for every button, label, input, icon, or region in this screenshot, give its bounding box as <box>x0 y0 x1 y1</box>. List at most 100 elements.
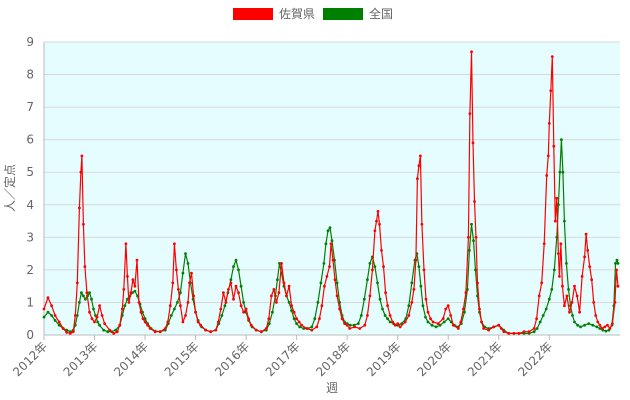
data-point[interactable] <box>122 288 126 291</box>
data-point[interactable] <box>163 327 167 330</box>
data-point[interactable] <box>407 314 411 317</box>
data-point[interactable] <box>108 328 112 332</box>
data-point[interactable] <box>410 281 414 285</box>
data-point[interactable] <box>426 310 430 314</box>
data-point[interactable] <box>576 323 579 327</box>
data-point[interactable] <box>329 242 333 246</box>
data-point[interactable] <box>378 297 382 301</box>
data-point[interactable] <box>216 320 220 324</box>
data-point[interactable] <box>50 314 53 317</box>
data-point[interactable] <box>471 141 475 145</box>
data-point[interactable] <box>375 219 378 223</box>
data-point[interactable] <box>237 268 240 272</box>
data-point[interactable] <box>331 258 335 262</box>
data-point[interactable] <box>325 275 329 278</box>
data-point[interactable] <box>199 323 203 327</box>
data-point[interactable] <box>522 330 526 334</box>
data-point[interactable] <box>592 301 596 304</box>
data-point[interactable] <box>410 301 414 304</box>
data-point[interactable] <box>131 278 135 282</box>
data-point[interactable] <box>267 317 271 321</box>
data-point[interactable] <box>573 284 576 288</box>
data-point[interactable] <box>561 170 565 174</box>
data-point[interactable] <box>420 222 424 226</box>
data-point[interactable] <box>538 320 542 324</box>
data-point[interactable] <box>120 307 124 311</box>
data-point[interactable] <box>42 307 46 311</box>
data-point[interactable] <box>563 219 566 223</box>
data-point[interactable] <box>176 301 179 304</box>
data-point[interactable] <box>512 332 516 335</box>
data-point[interactable] <box>340 317 344 321</box>
data-point[interactable] <box>383 314 387 317</box>
data-point[interactable] <box>441 317 445 321</box>
data-point[interactable] <box>171 281 175 285</box>
data-point[interactable] <box>600 327 604 330</box>
data-point[interactable] <box>446 304 450 308</box>
data-point[interactable] <box>42 315 46 319</box>
data-point[interactable] <box>143 317 147 321</box>
data-point[interactable] <box>358 327 362 330</box>
data-point[interactable] <box>166 320 170 324</box>
data-point[interactable] <box>590 278 594 282</box>
data-point[interactable] <box>239 304 243 308</box>
data-point[interactable] <box>558 170 562 174</box>
data-point[interactable] <box>204 328 208 332</box>
data-point[interactable] <box>139 310 143 314</box>
data-point[interactable] <box>106 330 110 334</box>
data-point[interactable] <box>196 320 200 324</box>
data-point[interactable] <box>552 268 556 272</box>
data-point[interactable] <box>603 325 607 329</box>
data-point[interactable] <box>388 320 392 324</box>
data-point[interactable] <box>614 262 617 265</box>
data-point[interactable] <box>478 307 481 311</box>
data-point[interactable] <box>316 301 320 304</box>
data-point[interactable] <box>181 271 185 275</box>
data-point[interactable] <box>247 317 251 321</box>
data-point[interactable] <box>129 291 133 295</box>
data-point[interactable] <box>396 322 400 325</box>
data-point[interactable] <box>292 317 296 321</box>
data-point[interactable] <box>270 294 273 298</box>
data-point[interactable] <box>118 323 122 327</box>
data-point[interactable] <box>380 249 383 252</box>
data-point[interactable] <box>65 331 69 334</box>
data-point[interactable] <box>169 314 173 317</box>
data-point[interactable] <box>276 278 279 282</box>
data-point[interactable] <box>323 284 326 288</box>
data-point[interactable] <box>345 323 349 327</box>
data-point[interactable] <box>540 281 544 285</box>
data-point[interactable] <box>368 294 372 298</box>
data-point[interactable] <box>53 314 57 317</box>
data-point[interactable] <box>535 317 538 321</box>
data-point[interactable] <box>229 278 233 282</box>
data-point[interactable] <box>85 291 89 295</box>
data-point[interactable] <box>565 262 568 265</box>
data-point[interactable] <box>244 307 248 311</box>
data-point[interactable] <box>90 297 93 301</box>
data-point[interactable] <box>587 322 591 325</box>
data-point[interactable] <box>175 268 178 272</box>
data-point[interactable] <box>181 320 185 324</box>
data-point[interactable] <box>333 278 337 282</box>
data-point[interactable] <box>464 291 468 295</box>
data-point[interactable] <box>188 281 191 285</box>
data-point[interactable] <box>80 154 84 158</box>
data-point[interactable] <box>398 325 402 329</box>
data-point[interactable] <box>302 327 306 330</box>
data-point[interactable] <box>532 330 536 334</box>
data-point[interactable] <box>242 310 246 314</box>
data-point[interactable] <box>381 307 384 311</box>
data-point[interactable] <box>267 322 271 325</box>
data-point[interactable] <box>446 317 450 321</box>
data-point[interactable] <box>451 323 455 327</box>
data-point[interactable] <box>456 327 460 330</box>
data-point[interactable] <box>280 262 283 265</box>
data-point[interactable] <box>424 297 428 301</box>
data-point[interactable] <box>430 323 434 327</box>
data-point[interactable] <box>386 317 389 321</box>
data-point[interactable] <box>563 304 566 308</box>
data-point[interactable] <box>271 310 274 314</box>
data-point[interactable] <box>615 258 619 262</box>
data-point[interactable] <box>214 328 218 332</box>
